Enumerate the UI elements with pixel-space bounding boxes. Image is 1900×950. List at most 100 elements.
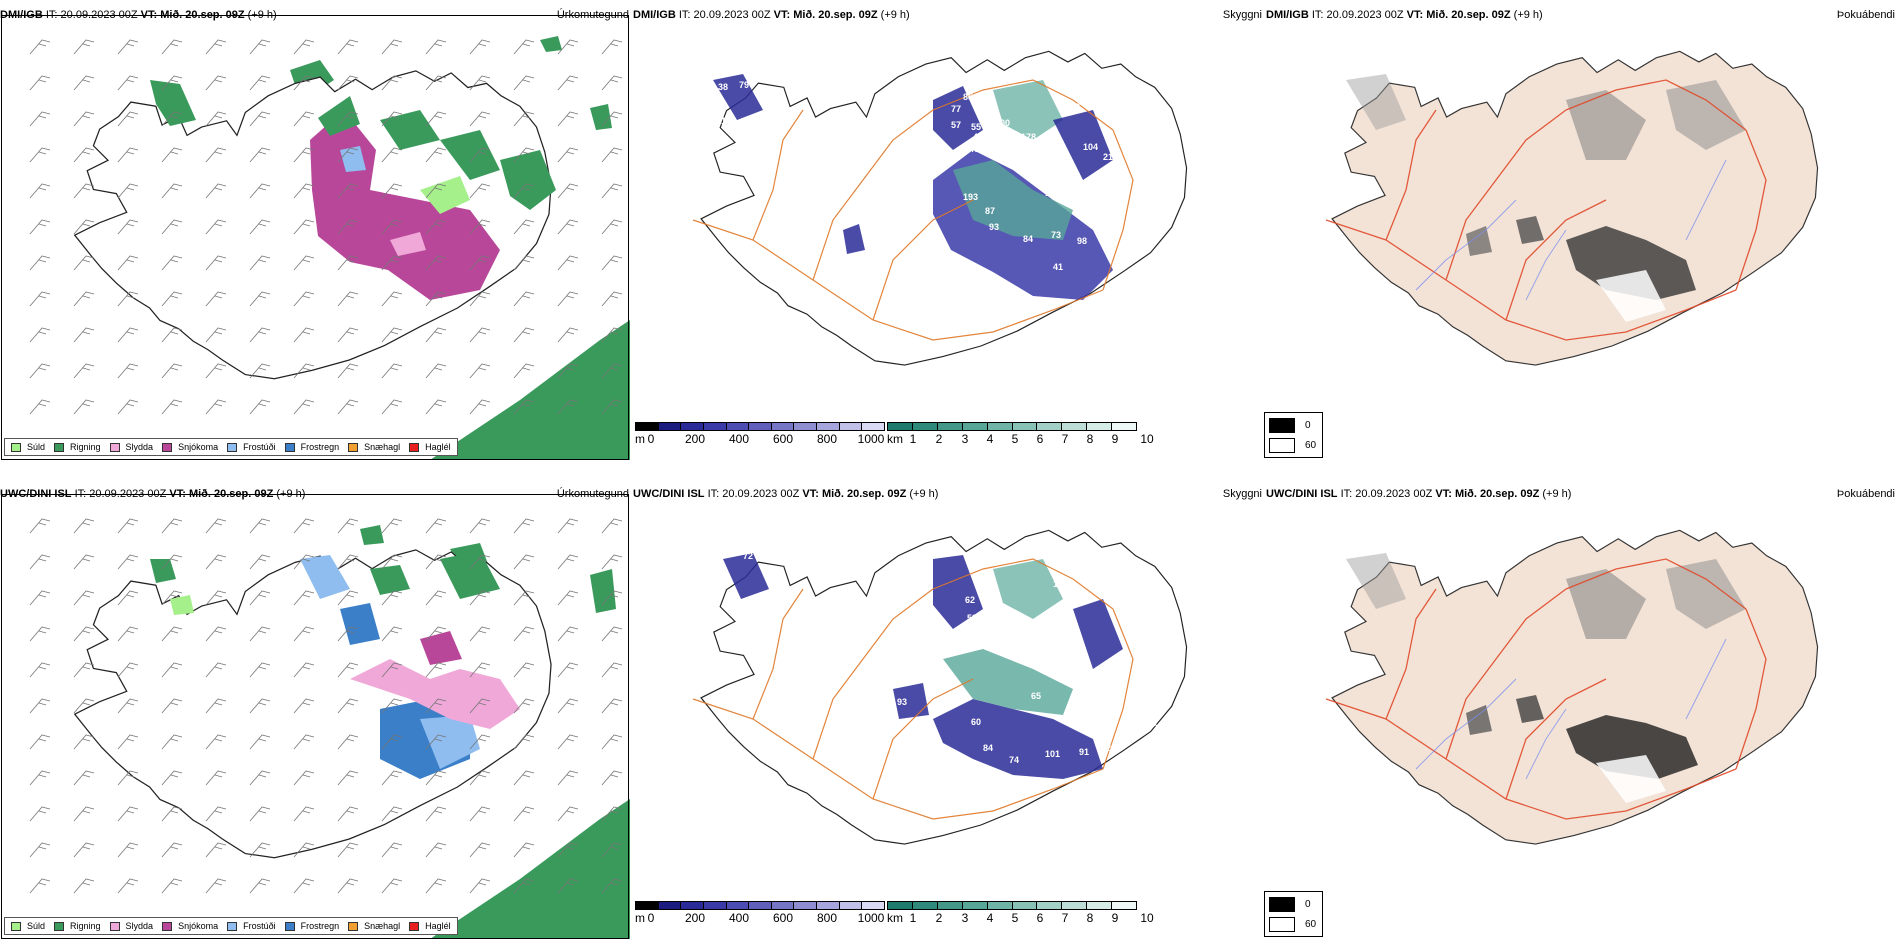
wind-barb xyxy=(513,183,535,199)
model-name: DMI/IGB xyxy=(1266,9,1309,21)
valid-time: Mið. 20.sep. 09Z xyxy=(1454,488,1540,500)
wind-barb xyxy=(73,878,95,894)
visibility-value-label: 211 xyxy=(1103,152,1118,162)
ceiling-tick: 1000 xyxy=(857,911,885,925)
wind-barb xyxy=(337,399,359,415)
legend-item: Frostúði xyxy=(227,921,276,931)
panel-header: UWC/DINI ISL IT: 20.09.2023 00Z VT: Mið.… xyxy=(1266,487,1898,501)
wind-barb xyxy=(161,518,183,534)
ceiling-colorbar: m 0 200 400 600 800 1000 xyxy=(635,901,885,927)
fog-legend-bottom: 0 60 xyxy=(1264,891,1323,937)
wind-barb xyxy=(249,554,271,570)
wind-barb xyxy=(337,39,359,55)
wind-barb xyxy=(293,291,315,307)
panel-header: DMI/IGB IT: 20.09.2023 00Z VT: Mið. 20.s… xyxy=(1266,8,1898,22)
wind-barb xyxy=(513,878,535,894)
wind-barb xyxy=(601,219,623,235)
legend-swatch xyxy=(227,921,238,931)
legend-item: Haglél xyxy=(409,442,451,452)
legend-label: Súld xyxy=(27,442,46,452)
wind-barb xyxy=(205,698,227,714)
wind-barb xyxy=(337,327,359,343)
run-time-label: IT: xyxy=(678,9,691,21)
fog-legend-swatch xyxy=(1269,897,1295,912)
visibility-unit: km xyxy=(887,432,903,446)
wind-barb xyxy=(249,255,271,271)
wind-barb xyxy=(249,111,271,127)
fog-legend-label: 60 xyxy=(1305,919,1317,930)
run-time-label: IT: xyxy=(1311,9,1324,21)
run-time-label: IT: xyxy=(45,9,58,21)
wind-barb xyxy=(513,399,535,415)
wind-barb xyxy=(73,734,95,750)
panel-title: Skyggni xyxy=(1222,488,1262,500)
wind-barb xyxy=(337,626,359,642)
visibility-tick: 1 xyxy=(909,911,917,925)
wind-barb xyxy=(293,590,315,606)
legend-item: Snæhagl xyxy=(348,921,400,931)
wind-barb xyxy=(513,219,535,235)
lead-time: (+9 h) xyxy=(1542,488,1572,500)
wind-barb xyxy=(557,698,579,714)
visibility-tick: 4 xyxy=(986,432,994,446)
wind-barb xyxy=(117,590,139,606)
visibility-tick: 7 xyxy=(1061,432,1069,446)
visibility-value-label: 63 xyxy=(977,579,987,589)
ceiling-colorbar: m 0 200 400 600 800 1000 xyxy=(635,422,885,448)
wind-barb xyxy=(425,806,447,822)
legend-label: Súld xyxy=(27,921,46,931)
wind-barb xyxy=(557,111,579,127)
wind-barb xyxy=(117,291,139,307)
fog-legend-row: 0 xyxy=(1269,897,1311,912)
precip-type-map-bottom xyxy=(1,494,630,939)
wind-barb xyxy=(117,734,139,750)
visibility-tick: 8 xyxy=(1086,432,1094,446)
wind-barb xyxy=(249,770,271,786)
wind-barb xyxy=(469,662,491,678)
wind-barb xyxy=(161,662,183,678)
wind-barb xyxy=(117,219,139,235)
visibility-value-label: 72 xyxy=(717,565,727,575)
wind-barb xyxy=(469,147,491,163)
visibility-tick: 6 xyxy=(1036,432,1044,446)
visibility-value-label: 104 xyxy=(1083,142,1098,152)
wind-barb xyxy=(381,626,403,642)
wind-barb xyxy=(161,39,183,55)
wind-barb xyxy=(425,75,447,91)
visibility-tick: 4 xyxy=(986,911,994,925)
visibility-value-label: 81 xyxy=(993,146,1003,156)
wind-barb xyxy=(557,662,579,678)
wind-barb xyxy=(469,291,491,307)
wind-barb xyxy=(425,183,447,199)
wind-barb xyxy=(205,39,227,55)
visibility-value-label: 29 xyxy=(1133,154,1143,164)
wind-barb xyxy=(601,327,623,343)
fog-map-top xyxy=(1325,50,1819,366)
wind-barb xyxy=(293,363,315,379)
wind-barb xyxy=(205,291,227,307)
wind-barb xyxy=(117,147,139,163)
panel-title: Skyggni xyxy=(1222,9,1262,21)
wind-barb xyxy=(205,842,227,858)
wind-barb xyxy=(601,662,623,678)
visibility-value-label: 91 xyxy=(1079,747,1089,757)
wind-barb xyxy=(161,554,183,570)
wind-barb xyxy=(601,291,623,307)
wind-barb xyxy=(205,554,227,570)
wind-barb xyxy=(425,878,447,894)
precip-type-legend: Súld Rigning Slydda Snjókoma Frostúði Fr… xyxy=(4,438,458,456)
wind-barb xyxy=(557,39,579,55)
wind-barb xyxy=(557,554,579,570)
wind-barb xyxy=(161,878,183,894)
panel-title: Þokuábendi xyxy=(1836,488,1895,500)
wind-barb xyxy=(601,626,623,642)
legend-swatch xyxy=(348,442,359,452)
model-name: UWC/DINI ISL xyxy=(1266,488,1338,500)
wind-barb xyxy=(381,327,403,343)
wind-barb xyxy=(381,734,403,750)
wind-barb xyxy=(557,255,579,271)
wind-barb xyxy=(73,75,95,91)
wind-barb xyxy=(161,327,183,343)
wind-barb xyxy=(249,147,271,163)
